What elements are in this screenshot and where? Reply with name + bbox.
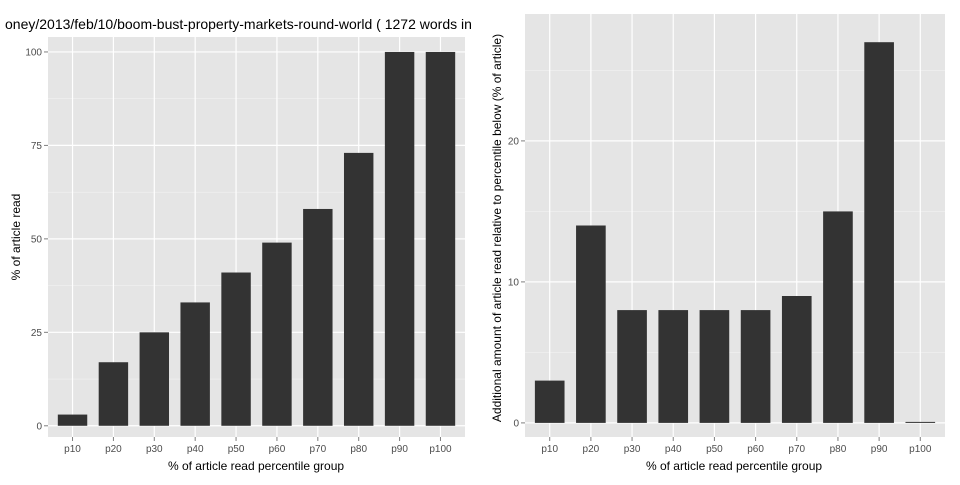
left-y-tick-label: 50 [31,234,43,245]
right-y-tick-label: 20 [508,136,520,147]
left-bar-p60 [262,242,292,426]
right-x-tick-label: p10 [541,444,558,455]
right-x-tick-label: p90 [871,444,888,455]
left-x-tick-label: p70 [309,444,326,455]
right-bar-p10 [534,380,565,423]
left-bar-p50 [221,272,251,426]
left-bar-p70 [303,208,333,426]
left-y-tick-label: 25 [31,328,43,339]
left-bar-p10 [57,414,88,426]
right-x-tick-label: p40 [665,444,682,455]
right-chart: 0 10 20 p10 p20 p30 p40 p50 p60 p70 p80 p90 p100 % … [490,14,945,473]
right-x-tick-label: p70 [788,444,805,455]
left-x-tick-label: p90 [391,444,408,455]
left-chart-title: oney/2013/feb/10/boom-bust-property-mark… [5,16,472,32]
left-chart: oney/2013/feb/10/boom-bust-property-mark… [5,16,472,473]
right-y-axis-title: Additional amount of article read relati… [490,34,504,422]
left-x-tick-label: p100 [429,444,452,455]
right-x-tick-label: p80 [830,444,847,455]
left-x-tick-label: p40 [187,444,204,455]
right-x-tick-label: p50 [706,444,723,455]
right-bar-p50 [699,310,730,423]
right-x-tick-label: p20 [583,444,600,455]
left-bar-p90 [384,51,415,426]
right-bar-p90 [864,42,894,423]
right-bar-p100 [905,421,936,423]
right-y-tick-label: 0 [513,418,519,429]
left-bar-p100 [425,51,456,426]
left-x-axis-title: % of article read percentile group [168,459,344,473]
right-bar-p60 [740,310,771,423]
right-bar-p30 [617,310,647,423]
left-x-tick-label: p30 [146,444,163,455]
left-y-tick-label: 100 [25,47,42,58]
left-x-tick-label: p10 [64,444,81,455]
left-bar-p80 [343,152,374,426]
left-x-tick-label: p50 [228,444,245,455]
left-bar-p40 [180,302,210,426]
left-x-tick-label: p80 [350,444,367,455]
right-x-axis-title: % of article read percentile group [646,459,822,473]
right-x-tick-label: p60 [747,444,764,455]
left-y-axis-title: % of article read [9,194,23,281]
left-y-tick-label: 75 [31,141,43,152]
right-bar-p70 [781,296,812,423]
left-bar-p30 [139,332,170,426]
left-bar-p20 [98,362,129,426]
right-bar-p20 [576,225,606,423]
right-x-tick-label: p100 [909,444,932,455]
right-y-tick-label: 10 [508,277,520,288]
left-x-tick-label: p60 [269,444,286,455]
right-bar-p40 [658,310,689,423]
right-x-tick-label: p30 [624,444,641,455]
right-bar-p80 [823,211,853,423]
left-x-tick-label: p20 [105,444,122,455]
left-y-tick-label: 0 [36,421,42,432]
